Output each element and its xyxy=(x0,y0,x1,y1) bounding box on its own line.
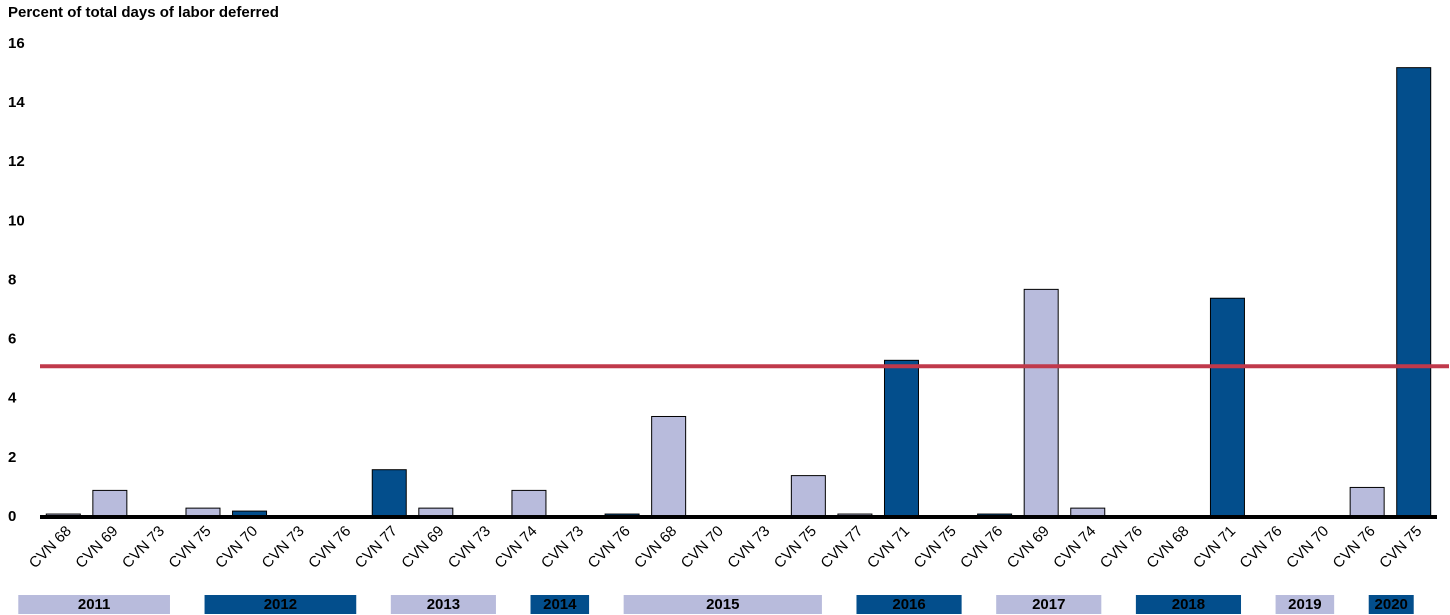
bar xyxy=(92,489,128,518)
year-label: 2019 xyxy=(1288,596,1321,613)
x-tick-label: CVN 77 xyxy=(817,523,866,572)
y-tick-label: 10 xyxy=(8,212,25,229)
year-label: 2013 xyxy=(427,596,460,613)
x-tick-label: CVN 76 xyxy=(585,523,634,572)
x-tick-label: CVN 68 xyxy=(26,523,75,572)
x-tick-label: CVN 73 xyxy=(724,523,773,572)
year-box xyxy=(390,595,496,614)
bar xyxy=(883,359,919,518)
y-tick-label: 16 xyxy=(8,35,25,52)
year-box xyxy=(623,595,822,614)
year-box xyxy=(856,595,962,614)
x-tick-label: CVN 76 xyxy=(305,523,354,572)
x-tick-label: CVN 77 xyxy=(352,523,401,572)
bar xyxy=(1023,288,1059,518)
x-tick-label: CVN 75 xyxy=(771,523,820,572)
x-tick-label: CVN 75 xyxy=(911,523,960,572)
y-tick-label: 8 xyxy=(8,271,16,288)
x-tick-label: CVN 70 xyxy=(1283,523,1332,572)
x-tick-label: CVN 69 xyxy=(398,523,447,572)
bar xyxy=(371,469,407,518)
x-tick-label: CVN 73 xyxy=(538,523,587,572)
year-label: 2017 xyxy=(1032,596,1065,613)
year-label: 2018 xyxy=(1172,596,1205,613)
x-tick-label: CVN 73 xyxy=(445,523,494,572)
bar xyxy=(651,415,687,518)
y-tick-label: 0 xyxy=(8,508,16,525)
year-box xyxy=(1275,595,1335,614)
x-tick-label: CVN 76 xyxy=(957,523,1006,572)
year-box xyxy=(1135,595,1242,614)
bar xyxy=(790,475,826,518)
year-label: 2014 xyxy=(543,596,577,613)
bar xyxy=(1349,486,1385,518)
year-box xyxy=(18,595,170,614)
year-box xyxy=(530,595,590,614)
year-box xyxy=(204,595,357,614)
x-tick-label: CVN 74 xyxy=(491,523,540,572)
x-tick-label: CVN 76 xyxy=(1097,523,1146,572)
year-label: 2020 xyxy=(1375,596,1408,613)
x-tick-label: CVN 69 xyxy=(1004,523,1053,572)
x-tick-label: CVN 70 xyxy=(212,523,261,572)
x-tick-label: CVN 73 xyxy=(259,523,308,572)
year-label: 2016 xyxy=(892,596,925,613)
x-tick-label: CVN 71 xyxy=(864,523,913,572)
x-tick-label: CVN 71 xyxy=(1190,523,1239,572)
x-tick-label: CVN 76 xyxy=(1236,523,1285,572)
y-tick-label: 14 xyxy=(8,94,25,111)
year-box xyxy=(1368,595,1414,614)
year-label: 2012 xyxy=(264,596,297,613)
year-box xyxy=(996,595,1102,614)
y-tick-label: 2 xyxy=(8,449,16,466)
y-tick-label: 6 xyxy=(8,331,16,348)
x-tick-label: CVN 68 xyxy=(1143,523,1192,572)
year-label: 2011 xyxy=(78,596,111,613)
year-label: 2015 xyxy=(706,596,739,613)
bar xyxy=(1209,297,1245,518)
y-tick-label: 12 xyxy=(8,153,25,170)
x-tick-label: CVN 75 xyxy=(165,523,214,572)
x-tick-label: CVN 70 xyxy=(678,523,727,572)
x-tick-label: CVN 68 xyxy=(631,523,680,572)
x-tick-label: CVN 69 xyxy=(72,523,121,572)
bar xyxy=(511,489,547,518)
x-tick-label: CVN 76 xyxy=(1330,523,1379,572)
chart-title: Percent of total days of labor deferred xyxy=(8,4,279,21)
x-tick-label: CVN 75 xyxy=(1376,523,1425,572)
y-tick-label: 4 xyxy=(8,390,17,407)
x-tick-label: CVN 74 xyxy=(1050,523,1099,572)
bar xyxy=(1396,67,1432,518)
x-tick-label: CVN 73 xyxy=(119,523,168,572)
